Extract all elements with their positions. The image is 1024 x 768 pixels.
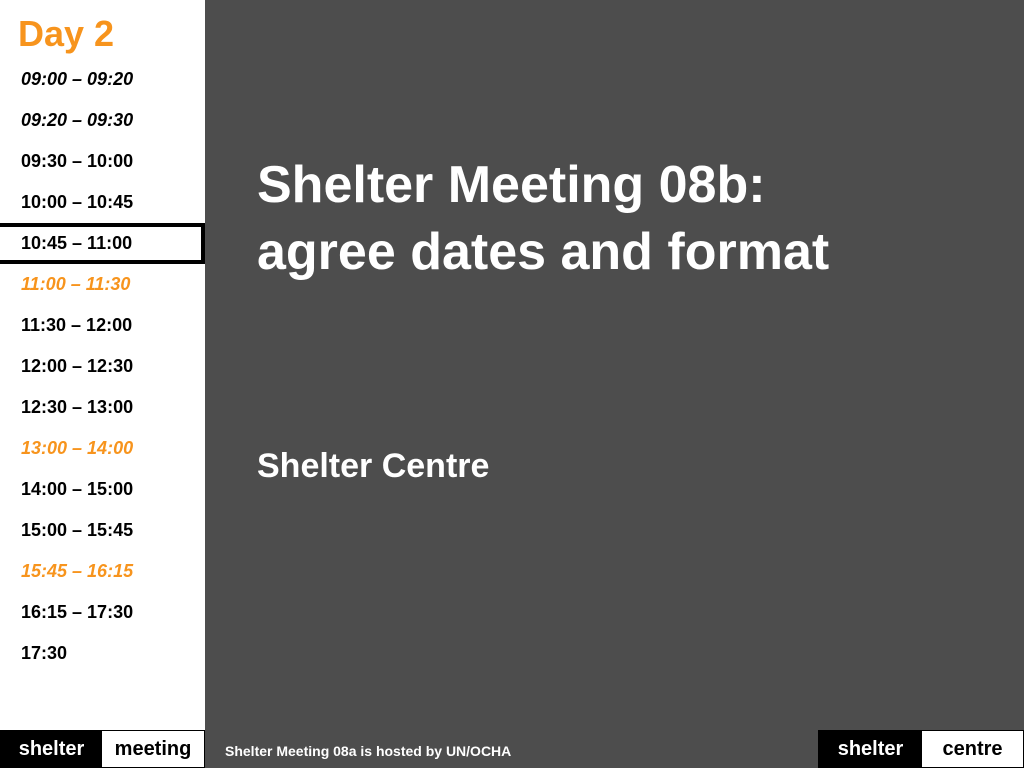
shelter-centre-logo: shelter centre	[818, 730, 1024, 768]
presenter-name: Shelter Centre	[257, 447, 490, 485]
agenda-item: 16:15 – 17:30	[21, 602, 134, 622]
agenda-item: 13:00 – 14:00	[21, 438, 134, 458]
main-panel: Shelter Meeting 08b: agree dates and for…	[205, 0, 1024, 730]
day-title: Day 2	[18, 13, 115, 54]
agenda-item: 11:30 – 12:00	[21, 315, 133, 335]
slide-title: Shelter Meeting 08b: agree dates and for…	[257, 152, 829, 286]
hosted-by-note: Shelter Meeting 08a is hosted by UN/OCHA	[225, 743, 512, 759]
slide-title-line-2: agree dates and format	[257, 223, 830, 281]
logo-right-part-1: shelter	[819, 731, 922, 767]
agenda-item: 17:30	[21, 643, 68, 663]
agenda-item: 14:00 – 15:00	[21, 479, 134, 499]
agenda-item: 09:20 – 09:30	[21, 110, 134, 130]
footer: shelter meeting Shelter Meeting 08a is h…	[0, 730, 1024, 768]
agenda-item: 12:30 – 13:00	[21, 397, 134, 417]
agenda-item: 10:00 – 10:45	[21, 192, 134, 212]
agenda-item: 15:00 – 15:45	[21, 520, 134, 540]
agenda-list: 09:00 – 09:20 09:20 – 09:30 09:30 – 10:00 1…	[0, 59, 205, 674]
shelter-meeting-logo: shelter meeting	[0, 730, 205, 768]
agenda-item: 11:00 – 11:30	[21, 274, 131, 294]
agenda-item: 09:00 – 09:20	[21, 69, 134, 89]
agenda-sidebar: Day 2 09:00 – 09:20 09:20 – 09:30 09:30 – …	[0, 0, 205, 730]
agenda-item-current: 10:45 – 11:00	[0, 223, 205, 264]
logo-left-part-1: shelter	[1, 731, 102, 767]
agenda-item: 12:00 – 12:30	[21, 356, 134, 376]
slide-title-line-1: Shelter Meeting 08b:	[257, 156, 766, 214]
agenda-item: 09:30 – 10:00	[21, 151, 134, 171]
logo-left-part-2: meeting	[102, 731, 204, 767]
agenda-item: 15:45 – 16:15	[21, 561, 134, 581]
logo-right-part-2: centre	[922, 731, 1023, 767]
